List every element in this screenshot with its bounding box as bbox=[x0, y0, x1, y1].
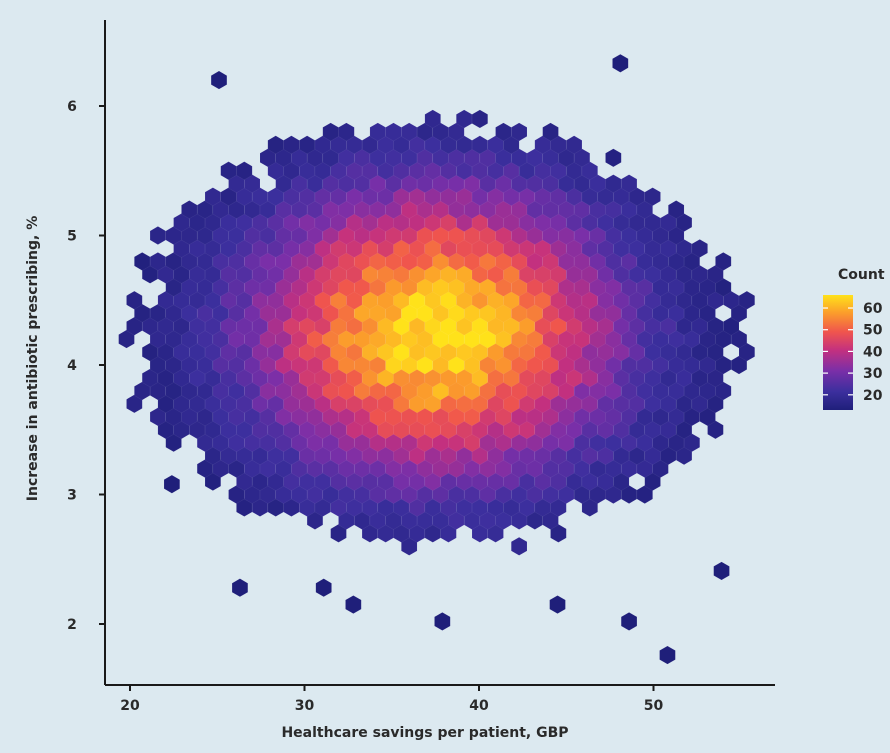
hex-cell bbox=[691, 239, 708, 258]
hex-cell bbox=[713, 561, 730, 581]
legend-tick-label: 60 bbox=[863, 301, 883, 317]
hex-cell bbox=[510, 122, 528, 142]
hex-cell bbox=[738, 290, 756, 310]
hex-cell bbox=[434, 611, 451, 631]
hex-cell bbox=[510, 536, 528, 556]
hex-cell bbox=[612, 53, 629, 73]
y-tick-label: 5 bbox=[67, 229, 77, 245]
hex-cell bbox=[424, 109, 441, 129]
x-tick-label: 40 bbox=[469, 698, 489, 714]
legend-tick-label: 30 bbox=[863, 366, 883, 382]
legend-tick-label: 50 bbox=[863, 323, 883, 339]
y-tick-label: 6 bbox=[67, 99, 77, 115]
color-legend: Count 20 30 40 50 60 bbox=[823, 267, 885, 410]
y-tick-label: 3 bbox=[67, 488, 77, 504]
hex-cell bbox=[149, 226, 167, 245]
legend-colorbar bbox=[823, 295, 853, 410]
hex-cell bbox=[620, 174, 638, 194]
hex-cell bbox=[231, 578, 249, 598]
hex-cell bbox=[668, 200, 685, 220]
y-axis-title: Increase in antibiotic prescribing, % bbox=[25, 216, 41, 501]
hex-cell bbox=[542, 122, 559, 142]
x-axis-title: Healthcare savings per patient, GBP bbox=[281, 725, 568, 741]
hex-cell bbox=[126, 290, 143, 310]
hex-cell bbox=[163, 474, 181, 494]
hex-cell bbox=[659, 645, 676, 665]
hex-cell bbox=[315, 578, 332, 598]
hex-cell bbox=[715, 251, 732, 271]
axes: 20 30 40 50 2 3 4 5 6 Healthcare savings per pati… bbox=[25, 20, 775, 741]
hex-cell bbox=[210, 70, 228, 90]
hexbin-cells bbox=[118, 53, 756, 665]
y-tick-label: 2 bbox=[67, 617, 77, 633]
legend-title: Count bbox=[838, 267, 885, 283]
x-tick-label: 20 bbox=[120, 698, 140, 714]
hex-cell bbox=[345, 595, 362, 614]
x-tick-label: 30 bbox=[295, 698, 315, 714]
hex-cell bbox=[549, 595, 566, 614]
hex-cell bbox=[565, 135, 583, 155]
hex-cell bbox=[236, 161, 253, 181]
hex-cell bbox=[471, 109, 489, 129]
hex-cell bbox=[605, 148, 622, 168]
hex-cell bbox=[620, 611, 638, 631]
y-tick-label: 4 bbox=[67, 358, 77, 374]
hex-cell bbox=[644, 187, 661, 207]
x-tick-label: 50 bbox=[644, 698, 664, 714]
legend-tick-label: 20 bbox=[863, 388, 883, 404]
hex-cell bbox=[338, 122, 355, 142]
legend-tick-label: 40 bbox=[863, 344, 883, 360]
